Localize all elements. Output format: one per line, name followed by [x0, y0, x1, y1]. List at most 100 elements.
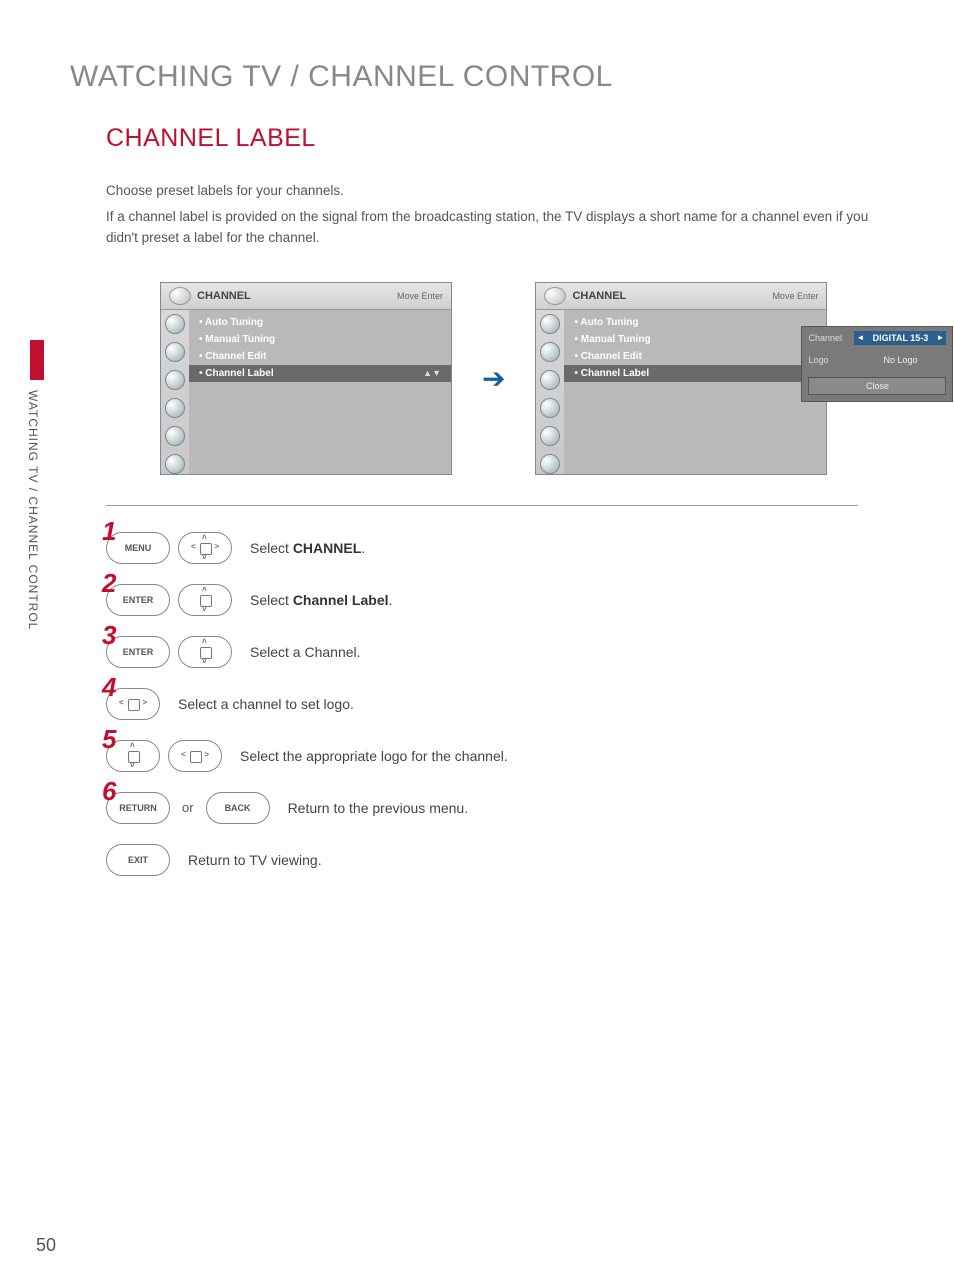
- osd-side-icon: [165, 314, 185, 334]
- button-group: MENU ˄˅˂˃: [106, 532, 232, 564]
- dpad-icon: ˄˅: [194, 589, 216, 611]
- popup-row: Channel ◄ DIGITAL 15-3 ►: [802, 327, 952, 349]
- osd-screenshots-row: CHANNEL Move Enter Auto Tuning Manual Tu…: [160, 282, 894, 475]
- osd-menu-label: Channel Label: [574, 368, 649, 379]
- step-row: EXIT Return to TV viewing.: [106, 844, 894, 876]
- popup-close-button: Close: [808, 377, 946, 395]
- triangle-right-icon: ►: [937, 333, 945, 342]
- osd-sidebar: [161, 310, 189, 474]
- step-text: Return to TV viewing.: [188, 852, 322, 868]
- osd-side-icon: [165, 398, 185, 418]
- button-group: EXIT: [106, 844, 170, 876]
- remote-dpad-button: ˄˅: [178, 584, 232, 616]
- step-text: Select CHANNEL.: [250, 540, 365, 556]
- osd-menu-label: Channel Edit: [199, 351, 266, 362]
- osd-menu-item-selected: Channel Label: [564, 365, 826, 382]
- popup-value-text: DIGITAL 15-3: [873, 333, 929, 343]
- step-row: 1 MENU ˄˅˂˃ Select CHANNEL.: [106, 532, 894, 564]
- osd-menu-label: Channel Edit: [574, 351, 641, 362]
- remote-dpad-button: ˄˅: [178, 636, 232, 668]
- dish-icon: [544, 287, 566, 305]
- remote-exit-button: EXIT: [106, 844, 170, 876]
- button-group: ENTER ˄˅: [106, 584, 232, 616]
- step-number: 5: [102, 724, 116, 755]
- dpad-icon: ˄˅: [194, 641, 216, 663]
- osd-menu-item: Manual Tuning: [189, 331, 451, 348]
- popup-label: Logo: [808, 355, 848, 365]
- osd-menu-item: Auto Tuning: [564, 314, 826, 331]
- osd-side-icon: [165, 426, 185, 446]
- steps-list: 1 MENU ˄˅˂˃ Select CHANNEL. 2 ENTER ˄˅ S…: [106, 532, 894, 876]
- step-number: 6: [102, 776, 116, 807]
- remote-dpad-button: ˄˅˂˃: [178, 532, 232, 564]
- osd-side-icon: [165, 342, 185, 362]
- osd-menu-item-selected: Channel Label ▲▼: [189, 365, 451, 382]
- osd-panel-before: CHANNEL Move Enter Auto Tuning Manual Tu…: [160, 282, 452, 475]
- dish-icon: [169, 287, 191, 305]
- step-row: 2 ENTER ˄˅ Select Channel Label.: [106, 584, 894, 616]
- step-number: 3: [102, 620, 116, 651]
- osd-hints: Move Enter: [397, 291, 443, 301]
- step-text: Select the appropriate logo for the chan…: [240, 748, 508, 764]
- osd-menu-label: Auto Tuning: [199, 317, 263, 328]
- osd-panel-after: CHANNEL Move Enter Auto Tuning Man: [535, 282, 827, 475]
- osd-menu: Auto Tuning Manual Tuning Channel Edit C…: [189, 310, 451, 474]
- osd-menu-item: Manual Tuning: [564, 331, 826, 348]
- osd-header: CHANNEL Move Enter: [161, 283, 451, 310]
- step-number: 4: [102, 672, 116, 703]
- osd-side-icon: [165, 370, 185, 390]
- dpad-icon: ˂˃: [122, 693, 144, 715]
- osd-side-icon: [540, 454, 560, 474]
- osd-menu-item: Channel Edit: [189, 348, 451, 365]
- page-number: 50: [36, 1235, 56, 1256]
- remote-dpad-button: ˂˃: [168, 740, 222, 772]
- popup-value: ◄ DIGITAL 15-3 ►: [854, 331, 946, 345]
- button-group: RETURN or BACK: [106, 792, 270, 824]
- osd-side-icon: [540, 314, 560, 334]
- osd-header: CHANNEL Move Enter: [536, 283, 826, 310]
- step-number: 1: [102, 516, 116, 547]
- osd-body: Auto Tuning Manual Tuning Channel Edit C…: [161, 310, 451, 474]
- intro-block: Choose preset labels for your channels. …: [106, 181, 894, 248]
- osd-title: CHANNEL: [572, 290, 772, 302]
- osd-body: Auto Tuning Manual Tuning Channel Edit C…: [536, 310, 826, 474]
- updown-icon: ▲▼: [423, 368, 441, 378]
- osd-menu: Auto Tuning Manual Tuning Channel Edit C…: [564, 310, 826, 474]
- dpad-icon: ˂˃: [184, 745, 206, 767]
- osd-hints: Move Enter: [772, 291, 818, 301]
- section-title: WATCHING TV / CHANNEL CONTROL: [70, 60, 894, 94]
- dpad-icon: ˄˅˂˃: [194, 537, 216, 559]
- divider: [106, 505, 858, 506]
- button-group: ˄˅ ˂˃: [106, 740, 222, 772]
- triangle-left-icon: ◄: [856, 333, 864, 342]
- osd-menu-label: Channel Label: [199, 368, 274, 379]
- step-text: Return to the previous menu.: [288, 800, 469, 816]
- popup-row: Logo No Logo: [802, 349, 952, 371]
- osd-popup: Channel ◄ DIGITAL 15-3 ► Logo No Logo Clos…: [801, 326, 953, 402]
- osd-menu-label: Manual Tuning: [199, 334, 275, 345]
- or-text: or: [182, 800, 194, 815]
- osd-side-icon: [540, 398, 560, 418]
- popup-value: No Logo: [854, 353, 946, 367]
- side-section-label: WATCHING TV / CHANNEL CONTROL: [26, 390, 40, 630]
- step-row: 5 ˄˅ ˂˃ Select the appropriate logo for …: [106, 740, 894, 772]
- osd-side-icon: [540, 342, 560, 362]
- osd-menu-label: Manual Tuning: [574, 334, 650, 345]
- popup-label: Channel: [808, 333, 848, 343]
- osd-side-icon: [540, 370, 560, 390]
- sub-title: CHANNEL LABEL: [106, 124, 894, 153]
- remote-back-button: BACK: [206, 792, 270, 824]
- osd-menu-label: Auto Tuning: [574, 317, 638, 328]
- dpad-icon: ˄˅: [122, 745, 144, 767]
- osd-sidebar: [536, 310, 564, 474]
- step-text: Select Channel Label.: [250, 592, 392, 608]
- side-accent-tab: [30, 340, 44, 380]
- osd-menu-item: Channel Edit: [564, 348, 826, 365]
- step-row: 4 ˂˃ Select a channel to set logo.: [106, 688, 894, 720]
- button-group: ENTER ˄˅: [106, 636, 232, 668]
- osd-side-icon: [165, 454, 185, 474]
- step-number: 2: [102, 568, 116, 599]
- osd-side-icon: [540, 426, 560, 446]
- intro-line: Choose preset labels for your channels.: [106, 181, 894, 201]
- osd-title: CHANNEL: [197, 290, 397, 302]
